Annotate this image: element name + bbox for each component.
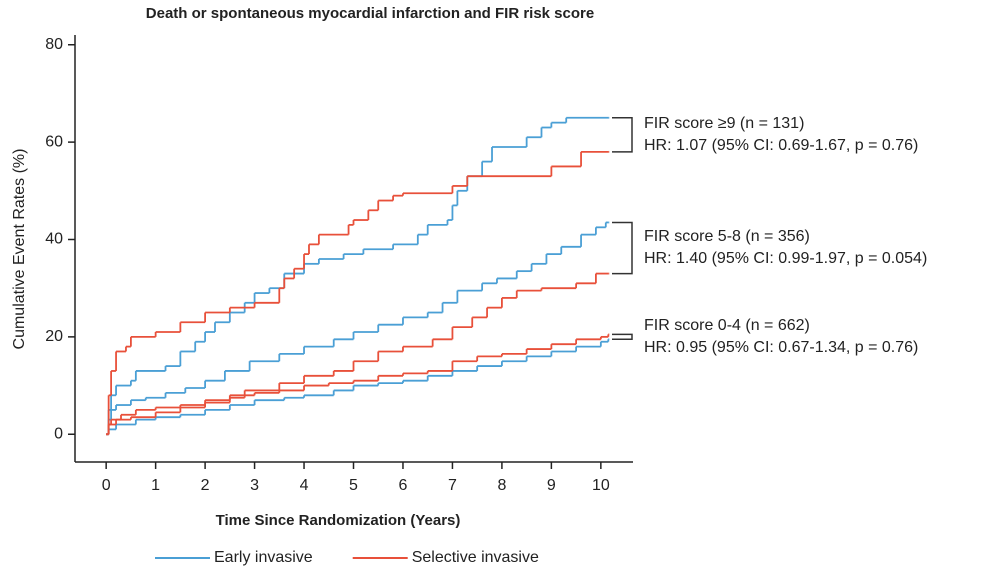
x-tick-label: 8 [497,477,506,494]
x-tick-label: 0 [102,477,111,494]
annotation-label: FIR score 0-4 (n = 662) [644,317,810,334]
x-tick-label: 7 [448,477,457,494]
legend-label: Early invasive [214,549,313,566]
x-tick-label: 6 [399,477,408,494]
chart-title: Death or spontaneous myocardial infarcti… [146,5,594,22]
annotation-hr: HR: 1.40 (95% CI: 0.99-1.97, p = 0.054) [644,250,927,267]
bracket [612,117,633,153]
annotation-label: FIR score ≥9 (n = 131) [644,115,804,132]
y-tick-label: 60 [45,133,63,150]
y-axis-label: Cumulative Event Rates (%) [11,149,28,350]
x-tick-label: 9 [547,477,556,494]
annotation-hr: HR: 0.95 (95% CI: 0.67-1.34, p = 0.76) [644,339,918,356]
x-tick-label: 1 [151,477,160,494]
y-tick-label: 20 [45,328,63,345]
x-tick-label: 4 [300,477,309,494]
annotation-hr: HR: 1.07 (95% CI: 0.69-1.67, p = 0.76) [644,137,918,154]
x-tick-label: 2 [201,477,210,494]
x-axis-label: Time Since Randomization (Years) [216,512,461,529]
y-tick-label: 80 [45,36,63,53]
x-tick-label: 3 [250,477,259,494]
annotation-label: FIR score 5-8 (n = 356) [644,228,810,245]
x-tick-label: 10 [592,477,610,494]
bracket [612,221,633,275]
y-tick-label: 40 [45,231,63,248]
bracket [612,333,633,341]
legend-label: Selective invasive [412,549,539,566]
x-tick-label: 5 [349,477,358,494]
y-tick-label: 0 [54,425,63,442]
